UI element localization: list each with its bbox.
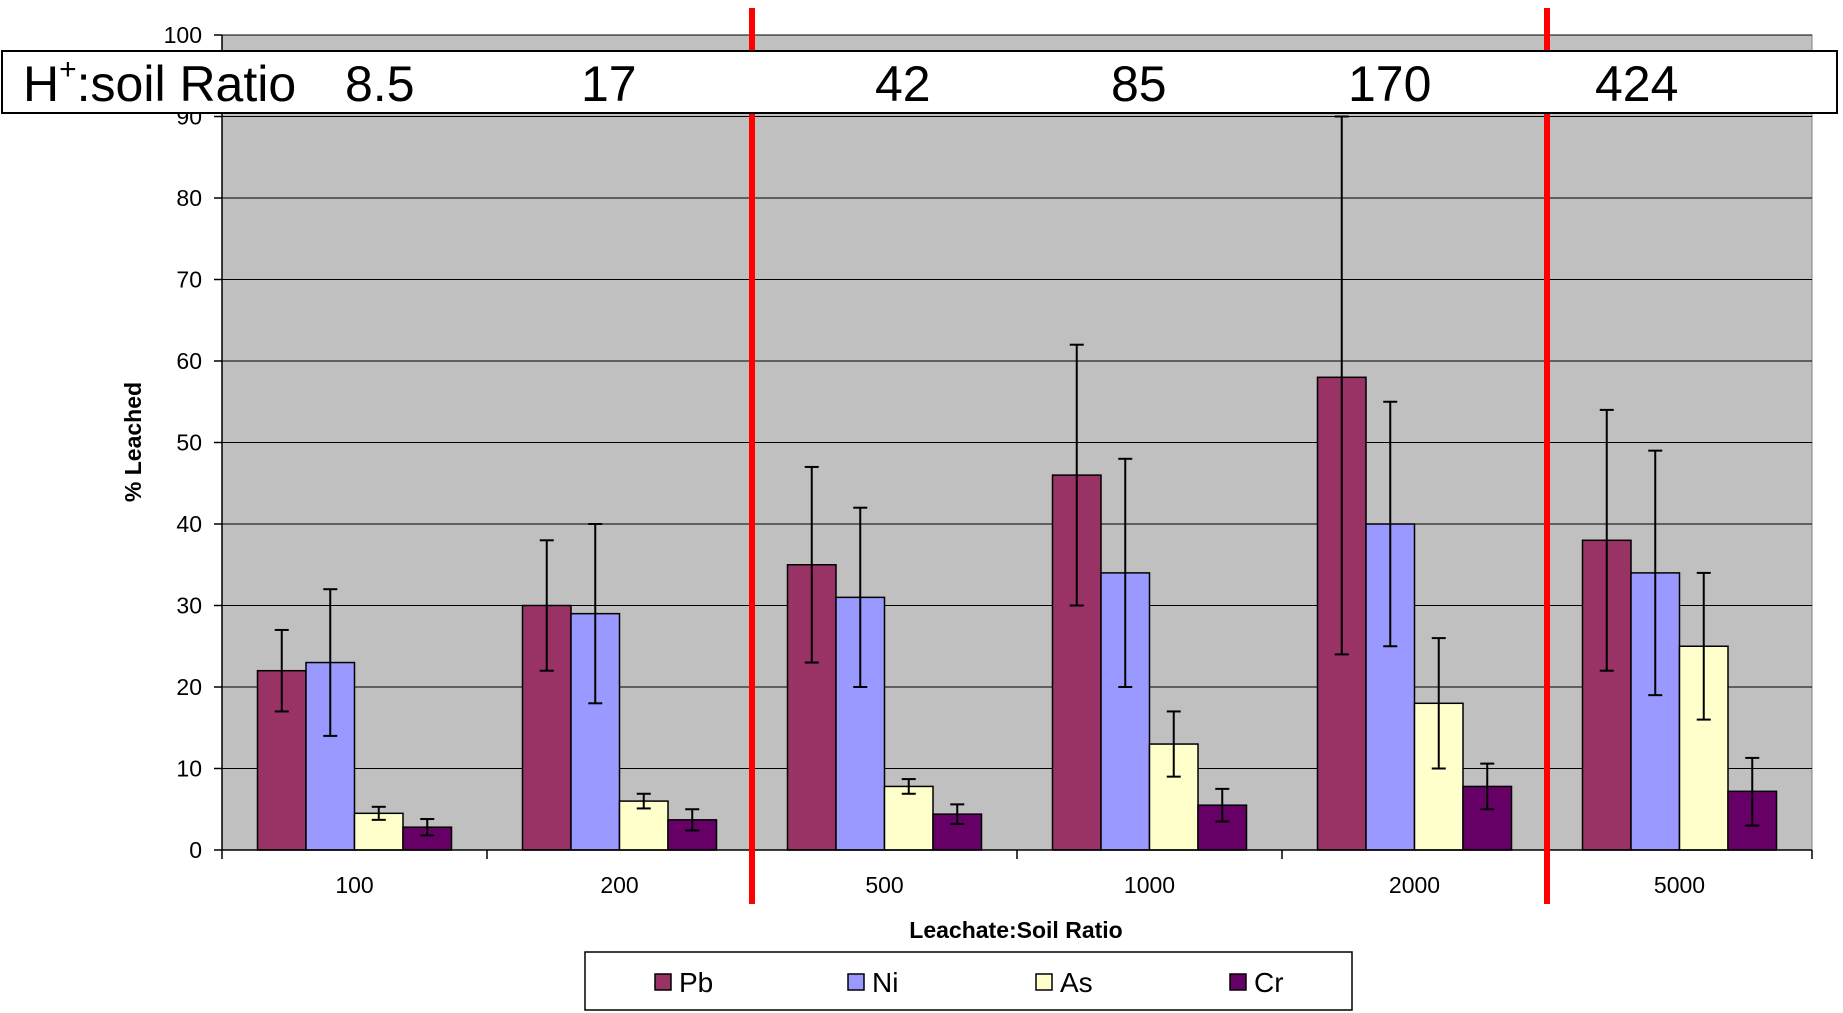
banner-title-h: H	[23, 56, 60, 112]
dividers	[749, 8, 1550, 904]
banner-title: H+:soil Ratio	[23, 53, 297, 113]
y-tick-label: 10	[176, 756, 202, 782]
y-tick-label: 20	[176, 674, 202, 700]
y-tick-label: 40	[176, 511, 202, 537]
legend-box	[584, 951, 1353, 1011]
y-axis-title: % Leached	[120, 382, 146, 502]
ratio-value: 85	[1111, 56, 1167, 112]
legend-swatch-ni	[847, 973, 865, 991]
ratio-value: 170	[1348, 56, 1432, 112]
y-tick-label: 80	[176, 185, 202, 211]
x-tick-label: 5000	[1654, 872, 1705, 898]
banner-title-rest: :soil Ratio	[76, 56, 297, 112]
y-tick-label: 50	[176, 430, 202, 456]
legend-label-as: As	[1060, 967, 1093, 998]
y-tick-label: 70	[176, 267, 202, 293]
hplus-soil-ratio-banner: H+:soil Ratio 8.5 17 42 85 170 424	[1, 50, 1838, 114]
legend-swatch-pb	[654, 973, 672, 991]
x-tick-label: 2000	[1389, 872, 1440, 898]
banner-title-sup: +	[59, 53, 77, 86]
bar-ni	[1100, 572, 1151, 851]
y-tick-label: 100	[164, 22, 202, 48]
legend-swatch-as	[1035, 973, 1053, 991]
ratio-value: 8.5	[345, 56, 415, 112]
y-tick-label: 30	[176, 593, 202, 619]
legend-swatch-cr	[1229, 973, 1247, 991]
ratio-value: 17	[581, 56, 637, 112]
y-tick-label: 60	[176, 348, 202, 374]
x-tick-label: 1000	[1124, 872, 1175, 898]
legend: Pb Ni As Cr	[584, 951, 1353, 1011]
ratio-value: 42	[875, 56, 931, 112]
x-axis-title: Leachate:Soil Ratio	[909, 917, 1122, 943]
x-tick-labels: 100 200 500 1000 2000 5000	[335, 872, 1705, 898]
error-bars	[274, 115, 1760, 837]
legend-label-pb: Pb	[679, 967, 713, 998]
legend-label-ni: Ni	[872, 967, 898, 998]
x-tick-label: 200	[600, 872, 638, 898]
y-tick-label: 0	[189, 837, 202, 863]
x-tick-label: 100	[335, 872, 373, 898]
legend-label-cr: Cr	[1254, 967, 1284, 998]
bar-as	[883, 785, 934, 851]
x-tick-label: 500	[865, 872, 903, 898]
ratio-value: 424	[1595, 56, 1679, 112]
